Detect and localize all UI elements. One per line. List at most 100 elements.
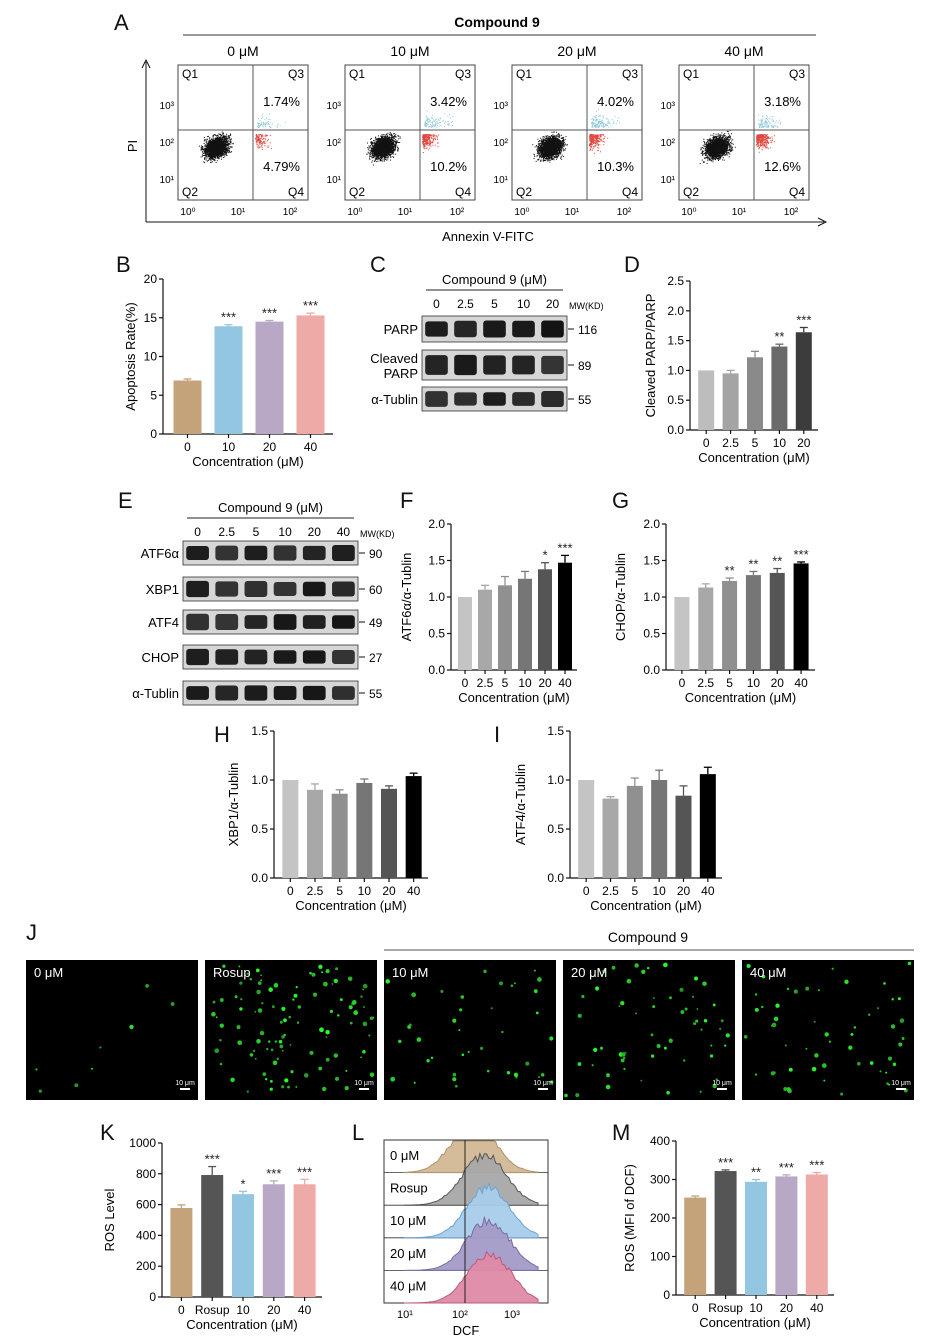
ros-signal-dot bbox=[907, 961, 912, 966]
bar bbox=[307, 789, 323, 878]
blot-band bbox=[425, 355, 448, 375]
ros-signal-dot bbox=[262, 1072, 267, 1076]
quadrant-label-q1: Q1 bbox=[683, 67, 699, 81]
ros-signal-dot bbox=[440, 989, 444, 993]
ros-signal-dot bbox=[362, 988, 364, 991]
ros-signal-dot bbox=[430, 1056, 434, 1060]
significance-stars: *** bbox=[718, 1155, 733, 1170]
x-tick-label: 10⁰ bbox=[347, 207, 362, 218]
ros-signal-dot bbox=[869, 1061, 874, 1065]
cell-dots-late-apoptotic bbox=[591, 109, 620, 128]
ros-signal-dot bbox=[784, 1044, 787, 1047]
ros-signal-dot bbox=[278, 1040, 283, 1044]
panel-letter-m: M bbox=[612, 1120, 630, 1145]
x-tick-label: 5 bbox=[336, 884, 343, 898]
ros-signal-dot bbox=[680, 1010, 685, 1014]
ros-signal-dot bbox=[288, 1015, 291, 1019]
ros-signal-dot bbox=[761, 1005, 764, 1009]
x-axis-label: Concentration (μM) bbox=[698, 450, 810, 465]
ros-signal-dot bbox=[663, 962, 668, 968]
blot-row: PARP 116 bbox=[384, 315, 597, 343]
image-label: 10 μM bbox=[392, 965, 428, 980]
ros-signal-dot bbox=[506, 1071, 511, 1075]
bar bbox=[745, 575, 761, 670]
bar bbox=[698, 587, 714, 670]
bar bbox=[714, 1171, 737, 1295]
ros-signal-dot bbox=[814, 1053, 819, 1058]
y-tick-label: 1.0 bbox=[643, 590, 660, 604]
ros-signal-dot bbox=[611, 965, 616, 970]
y-tick-label: 1.0 bbox=[428, 590, 445, 604]
ros-signal-dot bbox=[426, 1059, 430, 1063]
cell-dots-live bbox=[699, 129, 736, 165]
ros-signal-dot bbox=[297, 1005, 302, 1009]
y-tick-label: 10² bbox=[327, 138, 342, 149]
ros-signal-dot bbox=[533, 989, 538, 994]
x-tick-label: 10 bbox=[518, 676, 532, 690]
ros-signal-dot bbox=[877, 1007, 879, 1009]
ros-signal-dot bbox=[369, 1016, 374, 1021]
histogram-curve bbox=[404, 1250, 539, 1304]
ros-signal-dot bbox=[761, 974, 766, 979]
x-tick-label: 20 bbox=[677, 884, 691, 898]
ros-signal-dot bbox=[345, 1069, 348, 1072]
ros-signal-dot bbox=[897, 997, 901, 1001]
ros-signal-dot bbox=[805, 1047, 808, 1050]
ros-signal-dot bbox=[272, 1060, 278, 1066]
fluorescence-image: Rosup 10 μm bbox=[205, 960, 377, 1100]
mw-value: 27 bbox=[369, 651, 383, 665]
bar bbox=[331, 793, 348, 878]
x-tick-label: 0 bbox=[692, 1301, 699, 1315]
ros-signal-dot bbox=[318, 964, 323, 969]
histogram-row: 20 μM bbox=[384, 1215, 548, 1271]
significance-stars: *** bbox=[303, 298, 318, 313]
x-tick-label: 40 bbox=[298, 1303, 312, 1317]
x-tick-label: 2.5 bbox=[602, 884, 619, 898]
y-tick-label: 10³ bbox=[327, 101, 342, 112]
ros-signal-dot bbox=[599, 1046, 604, 1050]
x-tick-label: 0 bbox=[679, 676, 686, 690]
bar bbox=[538, 569, 552, 670]
scale-bar-label: 10 μm bbox=[354, 1080, 374, 1087]
y-tick-label: 10¹ bbox=[661, 175, 676, 186]
ros-signal-dot bbox=[490, 1007, 493, 1010]
ros-signal-dot bbox=[254, 1057, 257, 1060]
y-tick-label: 10³ bbox=[160, 101, 175, 112]
panel-letter-f: F bbox=[400, 488, 413, 513]
ros-signal-dot bbox=[663, 1046, 667, 1050]
x-axis-label: Annexin V-FITC bbox=[442, 229, 534, 244]
plot-title: 10 μM bbox=[390, 43, 429, 59]
ros-signal-dot bbox=[246, 972, 249, 975]
ros-signal-dot bbox=[879, 1070, 882, 1073]
y-tick-label: 10³ bbox=[494, 101, 509, 112]
x-tick-label: 2.5 bbox=[477, 676, 494, 690]
significance-stars: *** bbox=[205, 1152, 220, 1167]
x-axis-label: Concentration (μM) bbox=[458, 690, 570, 705]
ros-signal-dot bbox=[270, 1080, 273, 1083]
lane-label: 20 bbox=[546, 297, 560, 311]
blot-row: α-Tublin 55 bbox=[132, 680, 383, 706]
ros-signal-dot bbox=[479, 1046, 484, 1051]
y-tick-label: 400 bbox=[136, 1228, 156, 1242]
band-name: PARP bbox=[384, 322, 418, 337]
significance-stars: * bbox=[240, 1176, 245, 1191]
ros-signal-dot bbox=[788, 1067, 793, 1072]
ros-signal-dot bbox=[270, 1048, 274, 1052]
x-axis-label: Concentration (μM) bbox=[699, 1315, 811, 1330]
ros-signal-dot bbox=[550, 1080, 554, 1084]
bar bbox=[722, 580, 738, 670]
significance-stars: *** bbox=[793, 547, 808, 562]
ros-signal-dot bbox=[652, 1005, 656, 1009]
blot-band bbox=[302, 650, 326, 664]
ros-signal-dot bbox=[215, 1016, 218, 1019]
lane-label: 10 bbox=[278, 525, 292, 539]
x-tick-label: 10¹ bbox=[565, 207, 580, 218]
plot-frame bbox=[678, 64, 810, 201]
ros-signal-dot bbox=[325, 1036, 328, 1038]
blot-band bbox=[332, 581, 355, 597]
histogram-curve bbox=[403, 1140, 539, 1174]
ros-signal-dot bbox=[703, 1018, 708, 1023]
blot-band bbox=[454, 392, 477, 406]
blot-band bbox=[541, 355, 564, 375]
